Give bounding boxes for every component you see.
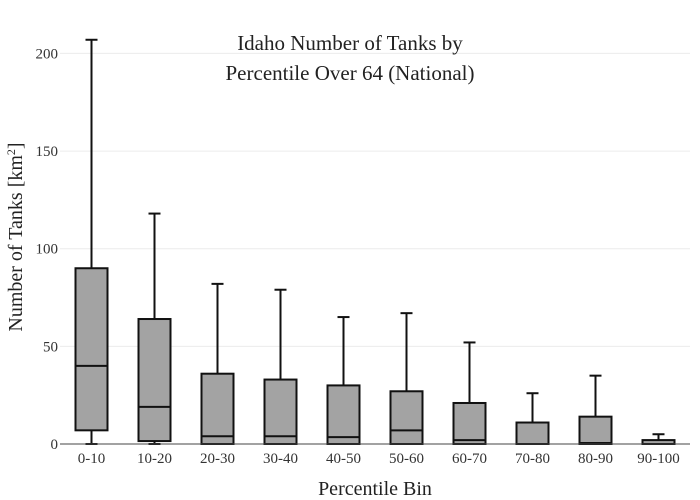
box-30-40 [263,288,298,446]
x-tick-label: 90-100 [637,451,680,467]
x-tick-label: 30-40 [263,451,298,467]
iqr-box [137,318,172,443]
y-axis-label-end: ] [5,142,27,149]
x-tick-label: 50-60 [389,451,424,467]
box-70-80 [515,392,550,445]
iqr-box [74,267,109,432]
y-tick-label: 100 [36,242,59,258]
x-tick-label: 10-20 [137,451,172,467]
x-tick-labels: 0-10 10-20 20-30 30-40 40-50 50-60 60-70 70-80 8… [78,451,680,467]
x-axis-label: Percentile Bin [318,478,432,500]
y-tick-label: 150 [36,144,59,160]
chart-title-line-2: Percentile Over 64 (National) [226,61,475,85]
box-90-100 [641,433,676,445]
x-tick-label: 20-30 [200,451,235,467]
box-40-50 [326,316,361,446]
box-layer [74,38,676,446]
iqr-box [515,421,550,445]
grid-layer [60,52,690,347]
x-tick-label: 40-50 [326,451,361,467]
box-0-10 [74,38,109,445]
box-60-70 [452,341,487,446]
iqr-box [200,372,235,446]
chart-title-line-1: Idaho Number of Tanks by [237,31,463,55]
x-tick-label: 70-80 [515,451,550,467]
y-tick-labels: 0 50 100 150 200 [36,46,59,453]
x-tick-label: 80-90 [578,451,613,467]
iqr-box [326,384,361,446]
box-10-20 [137,212,172,445]
box-50-60 [389,312,424,446]
iqr-box [452,401,487,446]
y-axis-label: Number of Tanks [km2] [4,142,27,331]
iqr-box [263,378,298,446]
box-80-90 [578,374,613,445]
y-axis-label-main: Number of Tanks [km [5,155,27,332]
iqr-box [578,415,613,445]
y-axis-label-superscript: 2 [4,149,18,155]
x-tick-label: 60-70 [452,451,487,467]
y-tick-label: 0 [51,437,59,453]
x-tick-label: 0-10 [78,451,106,467]
iqr-box [389,390,424,446]
y-tick-label: 200 [36,46,59,62]
box-20-30 [200,282,235,446]
y-tick-label: 50 [43,339,58,355]
